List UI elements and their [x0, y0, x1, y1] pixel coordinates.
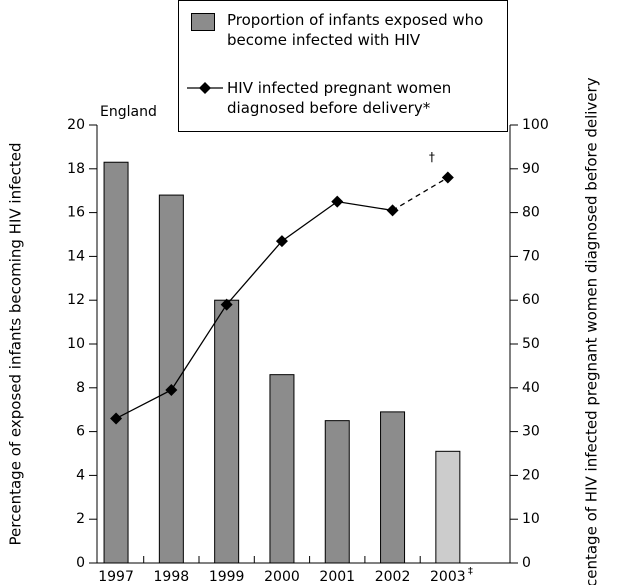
y-tick-label: 6	[76, 424, 85, 440]
annotation: †	[429, 150, 435, 164]
y-tick-label: 16	[67, 205, 85, 221]
bar	[269, 374, 295, 564]
y2-tick-label: 90	[522, 161, 540, 177]
legend-label: HIV infected pregnant women diagnosed be…	[227, 79, 452, 117]
x-tick-label: 2001	[319, 569, 355, 585]
region-label: England	[100, 104, 157, 120]
y2-tick-label: 30	[522, 424, 540, 440]
legend-label: Proportion of infants exposed who become…	[227, 11, 484, 49]
bar	[435, 450, 461, 564]
line	[115, 200, 393, 420]
y-tick-label: 10	[67, 336, 85, 352]
y2-tick-label: 40	[522, 380, 540, 396]
marker	[220, 298, 233, 311]
bar	[324, 420, 350, 564]
y2-axis-title: Percentage of HIV infected pregnant wome…	[583, 77, 601, 585]
x-tick-label: 1998	[154, 569, 190, 585]
y2-tick-label: 20	[522, 467, 540, 483]
marker	[331, 195, 344, 208]
bar	[103, 161, 129, 564]
y2-tick-label: 50	[522, 336, 540, 352]
marker	[441, 171, 454, 184]
annotation: ‡	[468, 566, 473, 577]
y-tick-label: 12	[67, 292, 85, 308]
y2-tick-label: 100	[522, 117, 549, 133]
bar	[380, 411, 406, 564]
y-tick-label: 2	[76, 511, 85, 527]
y2-tick-label: 80	[522, 205, 540, 221]
x-tick-label: 1997	[98, 569, 134, 585]
line-dashed	[392, 177, 449, 211]
x-tick-label: 1999	[209, 569, 245, 585]
y2-tick-label: 70	[522, 248, 540, 264]
y2-tick-label: 0	[522, 555, 531, 571]
y-tick-label: 20	[67, 117, 85, 133]
y2-tick-label: 60	[522, 292, 540, 308]
marker	[275, 235, 288, 248]
bar	[214, 299, 240, 564]
legend: Proportion of infants exposed who become…	[178, 0, 508, 132]
y-tick-label: 8	[76, 380, 85, 396]
y-tick-label: 0	[76, 555, 85, 571]
legend-swatch	[191, 13, 215, 31]
y-tick-label: 4	[76, 467, 85, 483]
legend-swatch	[187, 82, 223, 94]
bar	[158, 194, 184, 564]
y-tick-label: 18	[67, 161, 85, 177]
marker	[386, 204, 399, 217]
x-tick-label: 2000	[264, 569, 300, 585]
marker	[165, 383, 178, 396]
x-tick-label: 2002	[375, 569, 411, 585]
marker	[110, 412, 123, 425]
y-axis-title: Percentage of exposed infants becoming H…	[7, 143, 25, 546]
x-tick-label: 2003	[430, 569, 466, 585]
y-tick-label: 14	[67, 248, 85, 264]
y2-tick-label: 10	[522, 511, 540, 527]
